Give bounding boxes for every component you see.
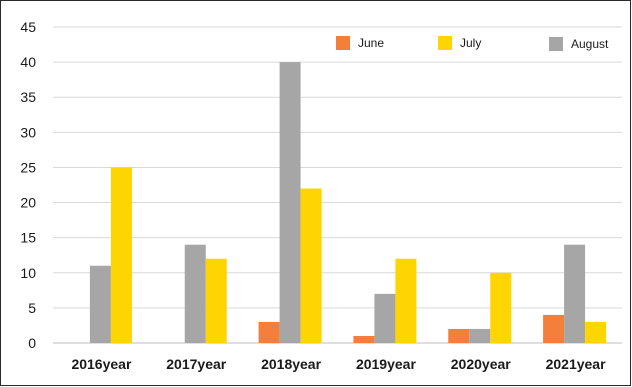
bar-august-2017year [184, 244, 206, 343]
bar-july-2016year [110, 167, 132, 343]
y-tick-label: 40 [20, 54, 36, 70]
x-category-label: 2017year [166, 356, 227, 372]
y-tick-label: 45 [20, 19, 36, 35]
bar-august-2021year [564, 244, 586, 343]
legend-label-july: July [460, 36, 481, 50]
bar-july-2018year [300, 188, 322, 343]
bar-august-2018year [279, 62, 301, 343]
bar-august-2020year [469, 328, 491, 343]
bar-june-2021year [543, 314, 565, 343]
legend-swatch-june [336, 36, 350, 50]
y-tick-label: 15 [20, 230, 36, 246]
legend-swatch-july [438, 36, 452, 50]
x-category-label: 2019year [356, 356, 417, 372]
x-category-label: 2016year [71, 356, 132, 372]
bar-june-2020year [448, 328, 470, 343]
legend-swatch-august [549, 37, 563, 51]
legend-label-june: June [358, 36, 384, 50]
y-tick-label: 5 [28, 300, 36, 316]
bar-june-2018year [258, 321, 280, 343]
bar-july-2020year [490, 272, 512, 343]
y-tick-label: 0 [28, 335, 36, 351]
y-tick-label: 30 [20, 124, 36, 140]
x-category-label: 2021year [546, 356, 607, 372]
bar-july-2021year [585, 321, 607, 343]
bar-august-2016year [89, 265, 111, 343]
x-category-label: 2018year [261, 356, 322, 372]
y-tick-label: 10 [20, 265, 36, 281]
x-category-label: 2020year [451, 356, 512, 372]
y-tick-label: 25 [20, 159, 36, 175]
y-tick-label: 20 [20, 195, 36, 211]
bar-july-2019year [395, 258, 417, 343]
bar-july-2017year [205, 258, 227, 343]
bar-august-2019year [374, 293, 396, 343]
legend-label-august: August [571, 37, 609, 51]
y-tick-label: 35 [20, 89, 36, 105]
bar-june-2019year [353, 335, 375, 343]
